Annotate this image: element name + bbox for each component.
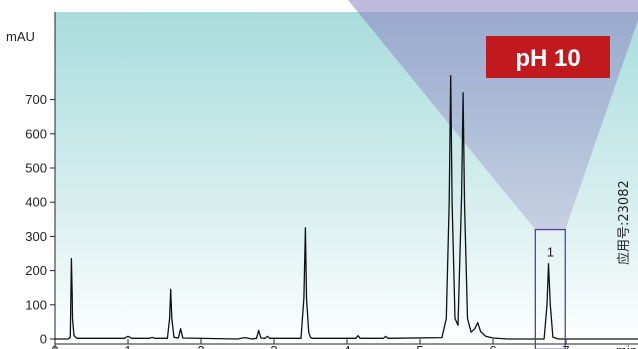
x-tick-label: 7 bbox=[562, 343, 569, 349]
y-tick-label: 300 bbox=[25, 229, 47, 244]
x-tick-label: 2 bbox=[197, 343, 204, 349]
x-tick-label: 4 bbox=[343, 343, 350, 349]
y-tick-label: 0 bbox=[40, 332, 47, 347]
application-number: 应用号:23082 bbox=[616, 180, 632, 265]
y-tick-label: 200 bbox=[25, 263, 47, 278]
y-axis-unit-label: mAU bbox=[6, 29, 35, 44]
y-tick-label: 700 bbox=[25, 92, 47, 107]
x-tick-label: 5 bbox=[416, 343, 423, 349]
y-axis: 0 100 200 300 400 500 600 700 bbox=[25, 92, 55, 347]
x-tick-label: 1 bbox=[124, 343, 131, 349]
chromatogram-trace bbox=[55, 75, 638, 340]
x-tick-label: 3 bbox=[270, 343, 277, 349]
y-tick-label: 400 bbox=[25, 195, 47, 210]
svg-text:pH 10: pH 10 bbox=[515, 45, 580, 72]
x-axis-unit-label: min bbox=[616, 343, 637, 349]
ph-badge: pH 10 bbox=[486, 36, 610, 78]
peak-highlight-box bbox=[534, 228, 566, 349]
y-tick-label: 100 bbox=[25, 297, 47, 312]
y-tick-label: 500 bbox=[25, 161, 47, 176]
peak-label: 1 bbox=[547, 245, 554, 260]
y-tick-label: 600 bbox=[25, 126, 47, 141]
x-tick-label: 6 bbox=[489, 343, 496, 349]
